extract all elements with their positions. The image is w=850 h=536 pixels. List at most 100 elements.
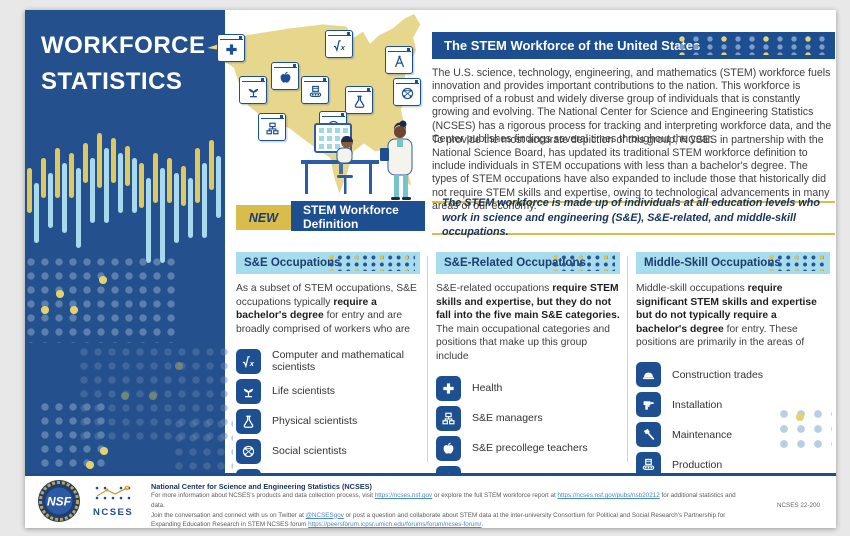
conveyor-icon: [308, 84, 323, 99]
list-item: Social scientists: [236, 438, 420, 464]
hammer-icon: [636, 422, 661, 448]
map-tile: [217, 34, 245, 62]
nsf-logo: NSF: [38, 480, 80, 522]
list-item: S&E managers: [436, 405, 620, 431]
globe-network-icon: [400, 86, 415, 101]
peers-forum-link[interactable]: https://peersforum.icpsr.umich.edu/forum…: [308, 521, 482, 528]
ncses-logo-text: NCSES: [93, 507, 134, 518]
drill-icon: [636, 392, 661, 418]
nsf-logo-text: NSF: [47, 495, 72, 509]
column-se-occupations: S&E Occupations As a subset of STEM occu…: [236, 252, 420, 498]
stem-workforce-header: The STEM Workforce of the United States: [432, 32, 835, 59]
map-tile: [239, 76, 267, 104]
list-item: S&E precollege teachers: [436, 435, 620, 461]
footer-divider: [25, 473, 836, 476]
flask-icon: [352, 94, 367, 109]
map-tile: [271, 62, 299, 90]
map-tile: [345, 86, 373, 114]
intro-paragraph-1: The U.S. science, technology, engineerin…: [432, 67, 832, 145]
intro-bold-text: require a bachelor's degree: [236, 296, 377, 322]
intro-text: Middle-skill occupations: [636, 283, 748, 294]
column-header: S&E-Related Occupations: [436, 252, 620, 274]
item-label: Installation: [672, 398, 723, 411]
sidebar: WORKFORCE STATISTICS: [25, 10, 233, 473]
map-tile: [258, 113, 286, 141]
new-badge: NEW: [236, 205, 291, 230]
health-cross-icon: [436, 375, 461, 401]
item-label: Life scientists: [272, 385, 336, 398]
apple-icon: [436, 435, 461, 461]
column-divider: [627, 256, 628, 462]
map-tile: [385, 46, 413, 74]
item-label: S&E precollege teachers: [472, 442, 588, 455]
item-label: Computer and mathematical scientists: [272, 349, 404, 374]
intro-text: for entry. These positions are primarily…: [636, 323, 805, 349]
map-tile: [393, 78, 421, 106]
intro-bold-text: require significant STEM skills and expe…: [636, 283, 817, 335]
intro-text: S&E-related occupations: [436, 283, 553, 294]
twitter-handle-link[interactable]: @NCSESgov: [305, 511, 344, 519]
document-id: NCSES 22-200: [776, 502, 820, 509]
intro-text: The main occupational categories and pos…: [436, 323, 611, 362]
column-se-related-occupations: S&E-Related Occupations S&E-related occu…: [436, 252, 620, 495]
column-header: Middle-Skill Occupations: [636, 252, 830, 274]
column-header-label: S&E-Related Occupations: [444, 257, 586, 269]
decorative-bar-chart: [27, 133, 221, 263]
list-item: Maintenance: [636, 422, 830, 448]
health-cross-icon: [224, 42, 239, 57]
apple-icon: [278, 70, 293, 85]
footer-title: National Center for Science and Engineer…: [151, 482, 372, 491]
list-item: Life scientists: [236, 378, 420, 404]
footer-text-segment: for additional statistics and data.: [151, 492, 736, 509]
item-label: Construction trades: [672, 368, 764, 381]
column-intro: As a subset of STEM occupations, S&E occ…: [236, 282, 420, 336]
footer-text-segment: or post a question and collaborate about…: [151, 511, 726, 529]
org-chart-icon: [436, 405, 461, 431]
ncses-website-link[interactable]: https://ncses.nsf.gov: [374, 492, 433, 499]
definition-text: The STEM workforce is made up of individ…: [432, 197, 835, 238]
intro-paragraph-2: To provide the most accurate depiction o…: [432, 134, 830, 212]
list-item: Installation: [636, 392, 830, 418]
column-header: S&E Occupations: [236, 252, 420, 274]
list-item: Physical scientists: [236, 408, 420, 434]
ncses-logo: NCSES: [93, 485, 141, 518]
definition-label: STEM Workforce Definition: [291, 201, 425, 231]
list-item: Health: [436, 375, 620, 401]
column-header-label: S&E Occupations: [244, 257, 341, 269]
footer-text-segment: For more information about NCSES's produ…: [151, 492, 375, 499]
dot-pattern: [679, 36, 827, 55]
flask-icon: [236, 408, 261, 434]
hard-hat-icon: [636, 362, 661, 388]
infographic-card: WORKFORCE STATISTICS: [25, 10, 836, 528]
map-tile: [301, 76, 329, 104]
ncses-logo-mark: [95, 485, 131, 500]
intro-text: As a subset of STEM occupations, S&E occ…: [236, 283, 417, 308]
plant-icon: [236, 378, 261, 404]
dot-pattern: [553, 255, 615, 271]
footer-text: National Center for Science and Engineer…: [151, 482, 746, 528]
dot-pattern: [796, 413, 804, 421]
item-label: Maintenance: [672, 428, 733, 441]
map-tile: [325, 30, 353, 58]
item-label: Social scientists: [272, 445, 347, 458]
item-label: S&E managers: [472, 412, 543, 425]
item-label: Production: [672, 458, 723, 471]
footer-text-segment: Join the conversation and connect with u…: [151, 511, 306, 519]
column-middle-skill-occupations: Middle-Skill Occupations Middle-skill oc…: [636, 252, 830, 482]
intro-bold-text: require STEM skills and expertise, but t…: [436, 283, 620, 322]
list-item: Computer and mathematical scientists: [236, 348, 420, 374]
org-chart-icon: [265, 121, 280, 136]
column-intro: S&E-related occupations require STEM ski…: [436, 282, 620, 363]
title-line-1: WORKFORCE: [41, 32, 206, 59]
footer-text-segment: .: [481, 521, 484, 528]
column-header-label: Middle-Skill Occupations: [644, 257, 781, 269]
drafting-compass-icon: [392, 54, 407, 69]
list-item: Construction trades: [636, 362, 830, 388]
stem-report-link[interactable]: https://ncses.nsf.gov/pubs/nsb20212: [557, 492, 660, 499]
plant-icon: [246, 84, 261, 99]
footer: NSF NCSES National Center for Science an…: [25, 476, 836, 528]
dot-pattern: [41, 403, 109, 471]
item-label: Physical scientists: [272, 415, 358, 428]
sqrt-x-icon: [236, 348, 261, 374]
section-title: The STEM Workforce of the United States: [444, 38, 701, 53]
